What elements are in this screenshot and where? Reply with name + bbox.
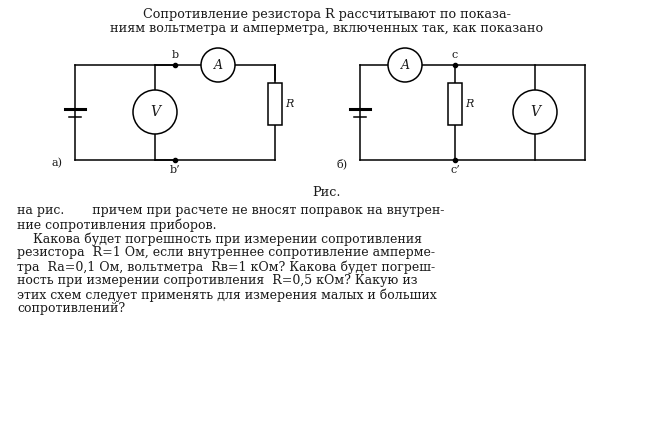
Text: ность при измерении сопротивления  R=0,5 кОм? Какую из: ность при измерении сопротивления R=0,5 … bbox=[17, 274, 417, 287]
Text: A: A bbox=[400, 59, 409, 71]
Circle shape bbox=[513, 90, 557, 134]
Text: этих схем следует применять для измерения малых и больших: этих схем следует применять для измерени… bbox=[17, 288, 437, 301]
Circle shape bbox=[388, 48, 422, 82]
Text: ние сопротивления приборов.: ние сопротивления приборов. bbox=[17, 218, 216, 232]
Text: на рис.       причем при расчете не вносят поправок на внутрен-: на рис. причем при расчете не вносят поп… bbox=[17, 204, 444, 217]
Circle shape bbox=[133, 90, 177, 134]
Text: b’: b’ bbox=[169, 165, 181, 175]
Text: c’: c’ bbox=[450, 165, 460, 175]
Text: R: R bbox=[465, 99, 473, 109]
Text: сопротивлений?: сопротивлений? bbox=[17, 302, 125, 315]
Text: тра  Ra=0,1 Ом, вольтметра  Rв=1 кОм? Какова будет погреш-: тра Ra=0,1 Ом, вольтметра Rв=1 кОм? Како… bbox=[17, 260, 435, 273]
Text: Сопротивление резистора R рассчитывают по показа-: Сопротивление резистора R рассчитывают п… bbox=[143, 8, 511, 21]
Text: b: b bbox=[171, 50, 179, 60]
Text: V: V bbox=[150, 105, 160, 119]
Text: A: A bbox=[213, 59, 222, 71]
Text: резистора  R=1 Ом, если внутреннее сопротивление амперме-: резистора R=1 Ом, если внутреннее сопрот… bbox=[17, 246, 435, 259]
Text: б): б) bbox=[337, 158, 348, 169]
Text: а): а) bbox=[52, 158, 63, 168]
Bar bbox=[268, 83, 282, 125]
Text: Какова будет погрешность при измерении сопротивления: Какова будет погрешность при измерении с… bbox=[17, 232, 422, 246]
Text: c: c bbox=[452, 50, 458, 60]
Text: V: V bbox=[530, 105, 540, 119]
Bar bbox=[448, 83, 462, 125]
Text: Рис.: Рис. bbox=[313, 186, 341, 199]
Circle shape bbox=[201, 48, 235, 82]
Text: R: R bbox=[285, 99, 294, 109]
Text: ниям вольтметра и амперметра, включенных так, как показано: ниям вольтметра и амперметра, включенных… bbox=[111, 22, 543, 35]
